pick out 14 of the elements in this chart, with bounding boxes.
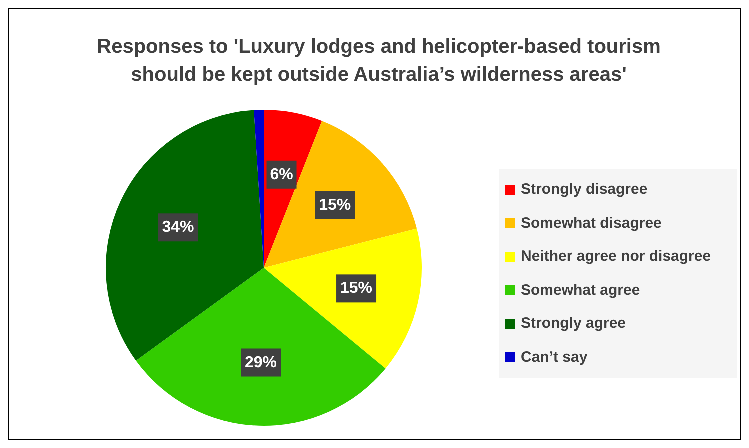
pie-slice (264, 121, 418, 268)
data-label: 29% (245, 354, 278, 372)
data-label: 34% (162, 219, 194, 236)
legend-label: Somewhat disagree (521, 214, 662, 232)
chart-title: Responses to 'Luxury lodges and helicopter-based tourism should be kept outside Australia’s wilderness areas' (96, 35, 662, 88)
data-label: 15% (319, 196, 352, 214)
data-label: 15% (340, 280, 373, 298)
data-label: 6% (270, 166, 294, 184)
legend-label: Somewhat agree (521, 282, 640, 299)
pie-slice (136, 268, 386, 426)
legend-label: Strongly disagree (521, 181, 648, 198)
legend-label: Strongly agree (521, 315, 626, 332)
legend-label: Neither agree nor disagree (521, 248, 712, 266)
legend-label: Can’t say (521, 348, 588, 366)
